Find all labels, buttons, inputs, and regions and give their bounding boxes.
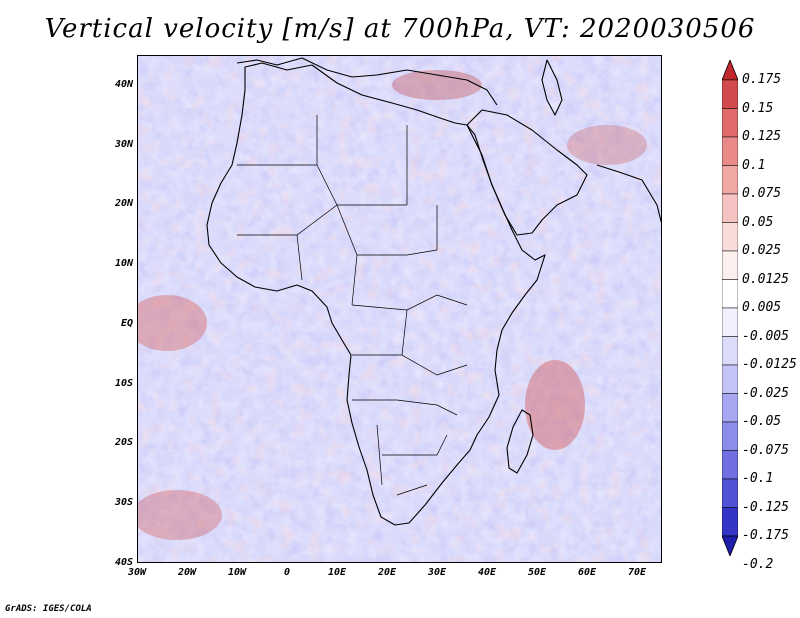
madagascar-coastline xyxy=(506,409,534,474)
arabia-coastline xyxy=(466,109,588,236)
lon-tick-label: 0 xyxy=(283,567,291,578)
africa-coastline xyxy=(206,62,546,526)
colorbar-segment xyxy=(722,364,738,394)
colorbar-tick-label: -0.1 xyxy=(742,471,774,486)
colorbar-segment xyxy=(722,136,738,166)
colorbar-tick-label: 0.005 xyxy=(742,300,782,315)
lat-tick-label: 10N xyxy=(114,258,133,269)
lon-tick-label: 10W xyxy=(227,567,247,578)
southern-borders xyxy=(352,399,458,496)
lat-tick-label: 40N xyxy=(114,79,133,90)
colorbar-tick-label: 0.15 xyxy=(742,100,774,116)
updraft-zone-turkey xyxy=(392,70,482,100)
updraft-zone-madagascar xyxy=(525,360,585,450)
colorbar-tick-label: 0.025 xyxy=(742,243,782,258)
colorbar-segment xyxy=(722,421,738,451)
colorbar-segment xyxy=(722,193,738,223)
lon-tick-label: 40E xyxy=(477,567,497,578)
lon-tick-label: 50E xyxy=(527,567,547,578)
colorbar-segment xyxy=(722,507,738,537)
lat-tick-label: EQ xyxy=(120,318,133,329)
colorbar-segment xyxy=(722,165,738,195)
colorbar-tick-label: -0.175 xyxy=(742,528,789,543)
colorbar-tick-label: -0.05 xyxy=(742,414,782,429)
map-frame xyxy=(137,55,662,563)
lon-tick-label: 20E xyxy=(377,567,397,578)
colorbar-tick-label: -0.0125 xyxy=(742,357,797,372)
colorbar-segment xyxy=(722,79,738,109)
country-borders xyxy=(237,115,468,496)
lon-tick-label: 10E xyxy=(327,567,347,578)
colorbar-tick-label: -0.005 xyxy=(742,328,789,344)
colorbar-segment xyxy=(722,279,738,309)
colorbar-segment xyxy=(722,393,738,423)
colorbar-tick-label: -0.2 xyxy=(742,556,774,572)
india-coastline xyxy=(596,164,662,226)
colorbar-tick-label: -0.125 xyxy=(742,499,789,515)
updraft-zone-iran xyxy=(567,125,647,165)
europe-coastline xyxy=(236,57,498,106)
lon-tick-label: 70E xyxy=(627,567,647,578)
lon-tick-label: 30W xyxy=(127,567,147,578)
colorbar-segment xyxy=(722,222,738,252)
colorbar-segment xyxy=(722,250,738,280)
central-borders xyxy=(351,254,468,376)
colorbar-segment xyxy=(722,307,738,337)
updraft-zone-south xyxy=(137,490,222,540)
colorbar-tick-label: 0.0125 xyxy=(742,271,789,287)
colorbar-segment xyxy=(722,450,738,480)
map-title: Vertical velocity [m/s] at 700hPa, VT: 2… xyxy=(44,14,756,44)
colorbar-tick-label: 0.175 xyxy=(742,72,782,87)
lat-tick-label: 40S xyxy=(114,557,133,568)
colorbar-tick-label: -0.025 xyxy=(742,385,789,401)
colorbar-segment xyxy=(722,108,738,138)
colorbar-tick-label: -0.075 xyxy=(742,442,789,458)
colorbar-tick-label: 0.125 xyxy=(742,129,782,144)
lon-tick-label: 30E xyxy=(427,567,447,578)
colorbar-segment xyxy=(722,478,738,508)
lat-tick-label: 30N xyxy=(114,139,133,150)
colorbar-top-arrow xyxy=(722,60,738,81)
lat-tick-label: 20N xyxy=(114,198,133,209)
colorbar-tick-label: 0.05 xyxy=(742,214,774,230)
lon-tick-label: 60E xyxy=(577,567,597,578)
colorbar-bottom-arrow xyxy=(722,535,738,556)
colorbar-segment xyxy=(722,336,738,366)
lat-tick-label: 10S xyxy=(114,378,133,389)
colorbar-tick-label: 0.075 xyxy=(742,186,782,201)
coastlines xyxy=(206,57,662,526)
caspian-coastline xyxy=(541,59,563,116)
lat-tick-label: 30S xyxy=(114,497,133,508)
sahara-borders xyxy=(237,115,438,281)
vertical-velocity-map xyxy=(137,55,662,563)
lon-tick-label: 20W xyxy=(177,567,197,578)
footer-credit: GrADS: IGES/COLA xyxy=(5,604,92,614)
colorbar-tick-label: 0.1 xyxy=(742,157,766,173)
colorbar xyxy=(722,60,738,556)
lat-tick-label: 20S xyxy=(114,437,133,448)
updraft-zone-atlantic xyxy=(137,295,207,351)
